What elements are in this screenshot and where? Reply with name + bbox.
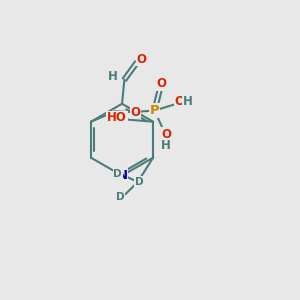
Text: O: O [161,128,171,141]
Text: H: H [160,139,170,152]
Text: D: D [116,192,124,202]
Text: D: D [135,177,144,187]
Text: P: P [150,104,159,117]
Text: D: D [113,169,122,178]
Text: H: H [183,94,193,108]
Text: O: O [136,52,146,65]
Text: O: O [131,106,141,118]
Text: HO: HO [107,111,127,124]
Text: H: H [108,70,118,83]
Text: O: O [174,94,184,108]
Text: O: O [156,77,166,90]
Text: N: N [116,169,128,182]
